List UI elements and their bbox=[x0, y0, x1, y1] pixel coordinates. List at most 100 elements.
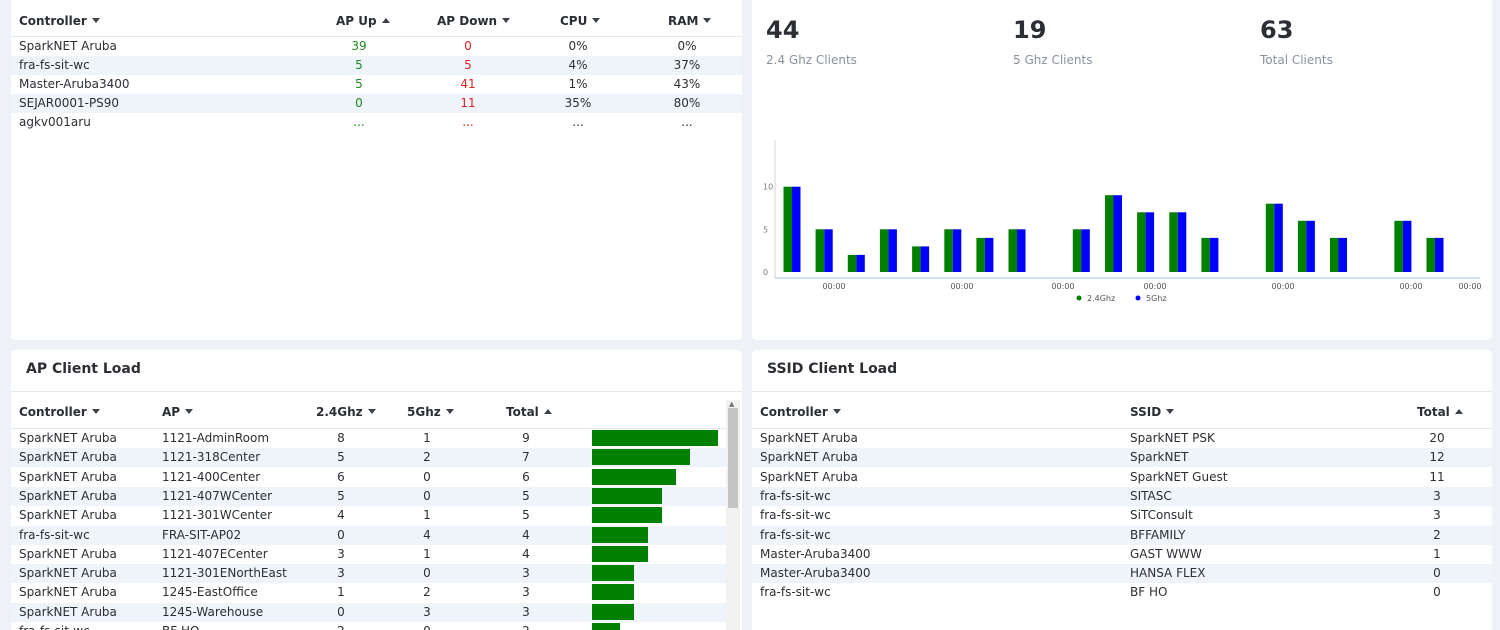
table-row[interactable]: SparkNET Aruba 1121-AdminRoom 8 1 9 bbox=[11, 429, 726, 448]
title-divider bbox=[11, 391, 742, 392]
table-row[interactable]: SEJAR0001-PS90 0 11 35% 80% bbox=[11, 94, 742, 113]
table-row[interactable]: fra-fs-sit-wc BF HO 0 bbox=[752, 583, 1492, 602]
column-header-controller[interactable]: Controller bbox=[760, 405, 841, 419]
ap-total-value: 5 bbox=[522, 508, 530, 523]
table-row[interactable]: fra-fs-sit-wc BF HO 2 0 2 bbox=[11, 622, 726, 630]
ap-5ghz-value: 0 bbox=[397, 622, 457, 630]
table-row[interactable]: SparkNET Aruba 1121-301WCenter 4 1 5 bbox=[11, 506, 726, 525]
cpu-value: ... bbox=[572, 115, 584, 129]
bar-5ghz bbox=[1017, 229, 1026, 272]
ssid-name: BF HO bbox=[1130, 585, 1168, 600]
bar-5ghz bbox=[1435, 237, 1444, 272]
column-header-24ghz[interactable]: 2.4Ghz bbox=[316, 405, 376, 419]
table-row[interactable]: SparkNET Aruba SparkNET PSK 20 bbox=[752, 429, 1492, 448]
total-load-bar bbox=[592, 468, 676, 485]
column-header-controller[interactable]: Controller bbox=[19, 14, 100, 28]
column-header-total[interactable]: Total bbox=[1417, 405, 1463, 419]
bar-24ghz bbox=[1426, 237, 1435, 272]
column-header-ap-down[interactable]: AP Down bbox=[437, 14, 511, 28]
table-row[interactable]: Master-Aruba3400 5 41 1% 43% bbox=[11, 75, 742, 94]
ap-up-value: 39 bbox=[351, 39, 367, 53]
bar-24ghz bbox=[1169, 212, 1178, 272]
column-header-total[interactable]: Total bbox=[506, 405, 552, 419]
ap-24ghz-value: 3 bbox=[337, 566, 345, 581]
column-header-controller[interactable]: Controller bbox=[19, 405, 100, 419]
table-row[interactable]: SparkNET Aruba 1245-EastOffice 1 2 3 bbox=[11, 583, 726, 602]
table-row[interactable]: fra-fs-sit-wc SITASC 3 bbox=[752, 486, 1492, 506]
bar-5ghz bbox=[1209, 237, 1219, 272]
ap-controller-name: SparkNET Aruba bbox=[19, 508, 117, 523]
bar-5ghz bbox=[1145, 212, 1155, 272]
total-load-bar bbox=[592, 449, 690, 466]
table-row[interactable]: SparkNET Aruba 1121-407ECenter 3 1 4 bbox=[11, 545, 726, 564]
table-row[interactable]: SparkNET Aruba SparkNET 12 bbox=[752, 448, 1492, 468]
table-row[interactable]: Master-Aruba3400 HANSA FLEX 0 bbox=[752, 564, 1492, 584]
total-load-bar bbox=[592, 603, 634, 620]
table-row[interactable]: SparkNET Aruba 1121-318Center 5 2 7 bbox=[11, 448, 726, 468]
ssid-total-value: 0 bbox=[1433, 566, 1441, 581]
ap-total-value: 6 bbox=[522, 469, 530, 484]
x-tick-label: 00:00 bbox=[1458, 282, 1481, 291]
table-row[interactable]: fra-fs-sit-wc SiTConsult 3 bbox=[752, 506, 1492, 525]
bar-24ghz bbox=[815, 229, 825, 272]
table-row[interactable]: SparkNET Aruba 1121-407WCenter 5 0 5 bbox=[11, 486, 726, 506]
ap-controller-name: SparkNET Aruba bbox=[19, 450, 117, 465]
ap-5ghz-value: 0 bbox=[423, 566, 431, 581]
bar-5ghz bbox=[1338, 237, 1347, 272]
ap-5ghz-value: 1 bbox=[423, 546, 431, 561]
controller-name: SEJAR0001-PS90 bbox=[19, 96, 120, 110]
ap-total-value: 5 bbox=[522, 488, 530, 503]
ap-total-value: 4 bbox=[522, 527, 530, 542]
scrollbar-thumb[interactable] bbox=[728, 408, 738, 508]
table-row[interactable]: SparkNET Aruba SparkNET Guest 11 bbox=[752, 468, 1492, 487]
ssid-controller-name: SparkNET Aruba bbox=[760, 469, 858, 484]
column-header-ssid[interactable]: SSID bbox=[1130, 405, 1175, 419]
ap-client-load-panel: AP Client Load Controller AP 2.4Ghz 5Ghz… bbox=[11, 350, 742, 630]
sort-up-icon bbox=[381, 18, 390, 23]
table-row[interactable]: SparkNET Aruba 1121-301ENorthEast 3 0 3 bbox=[11, 564, 726, 584]
bar-24ghz bbox=[1105, 195, 1114, 272]
column-header-ap[interactable]: AP bbox=[162, 405, 194, 419]
table-row[interactable]: Master-Aruba3400 GAST WWW 1 bbox=[752, 545, 1492, 564]
table-row[interactable]: fra-fs-sit-wc BFFAMILY 2 bbox=[752, 525, 1492, 545]
ssid-controller-name: fra-fs-sit-wc bbox=[760, 508, 831, 523]
ssid-name: SparkNET Guest bbox=[1130, 469, 1228, 484]
bar-24ghz bbox=[847, 254, 857, 272]
ap-24ghz-value: 5 bbox=[337, 488, 345, 503]
ap-total-value: 9 bbox=[522, 431, 530, 445]
table-row[interactable]: SparkNET Aruba 1121-400Center 6 0 6 bbox=[11, 468, 726, 487]
ap-controller-name: SparkNET Aruba bbox=[19, 431, 117, 445]
bar-5ghz bbox=[856, 254, 865, 272]
ap-name: 1245-Warehouse bbox=[162, 604, 264, 619]
ssid-client-load-panel: SSID Client Load Controller SSID Total S… bbox=[752, 350, 1492, 630]
ap-name: BF HO bbox=[162, 622, 199, 630]
table-row[interactable]: SparkNET Aruba 1245-Warehouse 0 3 3 bbox=[11, 602, 726, 622]
table-row[interactable]: agkv001aru ... ... ... ... bbox=[11, 113, 742, 132]
cpu-value: 1% bbox=[568, 77, 588, 91]
ap-name: 1245-EastOffice bbox=[162, 585, 258, 600]
table-row[interactable]: fra-fs-sit-wc FRA-SIT-AP02 0 4 4 bbox=[11, 525, 726, 545]
total-load-bar bbox=[592, 545, 648, 562]
x-tick-labels: 00:00 00:00 00:00 00:00 00:00 00:00 00:00 bbox=[822, 282, 1481, 291]
panel-title: AP Client Load bbox=[26, 361, 141, 377]
bar-24ghz bbox=[783, 186, 792, 272]
scroll-up-icon[interactable]: ▲ bbox=[729, 400, 735, 408]
bar-5ghz bbox=[1306, 220, 1315, 272]
bar-24ghz bbox=[1008, 229, 1017, 272]
table-row[interactable]: SparkNET Aruba 39 0 0% 0% bbox=[11, 37, 742, 56]
stat-total-label: Total Clients bbox=[1260, 53, 1333, 67]
ap-controller-name: SparkNET Aruba bbox=[19, 469, 117, 484]
stat-24ghz-label: 2.4 Ghz Clients bbox=[766, 53, 857, 67]
column-header-ram[interactable]: RAM bbox=[668, 14, 712, 28]
ap-5ghz-value: 2 bbox=[423, 450, 431, 465]
stat-total-value: 63 bbox=[1260, 16, 1294, 44]
table-row[interactable]: fra-fs-sit-wc 5 5 4% 37% bbox=[11, 56, 742, 75]
column-header-cpu[interactable]: CPU bbox=[560, 14, 601, 28]
bar-5ghz bbox=[888, 229, 897, 272]
ap-name: 1121-AdminRoom bbox=[162, 431, 270, 445]
title-divider bbox=[752, 391, 1492, 392]
column-header-5ghz[interactable]: 5Ghz bbox=[407, 405, 454, 419]
stat-5ghz-value: 19 bbox=[1013, 16, 1047, 44]
ram-value: 43% bbox=[673, 77, 701, 91]
column-header-ap-up[interactable]: AP Up bbox=[336, 14, 390, 28]
